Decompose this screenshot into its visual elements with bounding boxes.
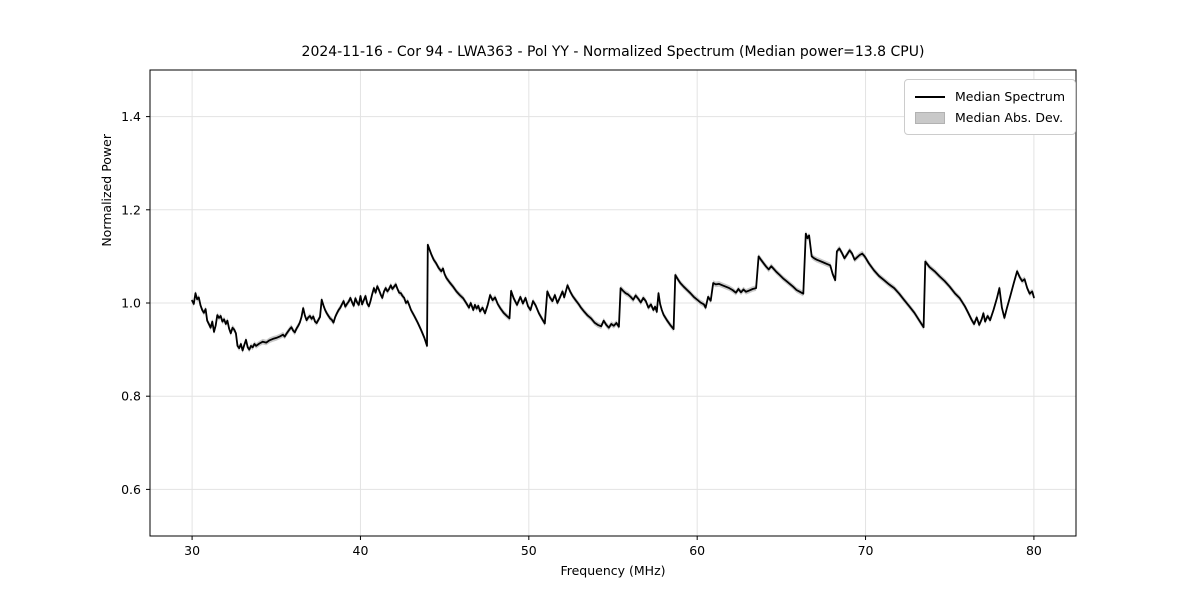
y-tick-label: 0.8 (121, 389, 141, 404)
legend-entry-median-spectrum: Median Spectrum (914, 86, 1065, 107)
x-axis-label: Frequency (MHz) (560, 563, 666, 578)
x-tick-label: 60 (689, 543, 705, 558)
legend-label: Median Spectrum (954, 89, 1065, 104)
legend: Median Spectrum Median Abs. Dev. (903, 79, 1076, 135)
y-tick-label: 1.2 (121, 202, 141, 217)
median-abs-dev-band (192, 230, 1034, 354)
chart-title: 2024-11-16 - Cor 94 - LWA363 - Pol YY - … (301, 44, 925, 60)
legend-patch-swatch (914, 111, 945, 124)
median-spectrum-line (191, 232, 1035, 352)
legend-label: Median Abs. Dev. (954, 110, 1064, 125)
x-tick-label: 50 (521, 543, 537, 558)
x-tick-label: 70 (858, 543, 874, 558)
y-tick-label: 0.6 (121, 482, 141, 497)
legend-line-swatch (914, 95, 945, 98)
y-tick-label: 1.4 (121, 109, 141, 124)
x-tick-label: 40 (353, 543, 369, 558)
legend-entry-median-abs-dev: Median Abs. Dev. (914, 107, 1065, 128)
y-tick-label: 1.0 (121, 296, 141, 311)
x-tick-label: 30 (184, 543, 200, 558)
x-tick-label: 80 (1026, 543, 1042, 558)
